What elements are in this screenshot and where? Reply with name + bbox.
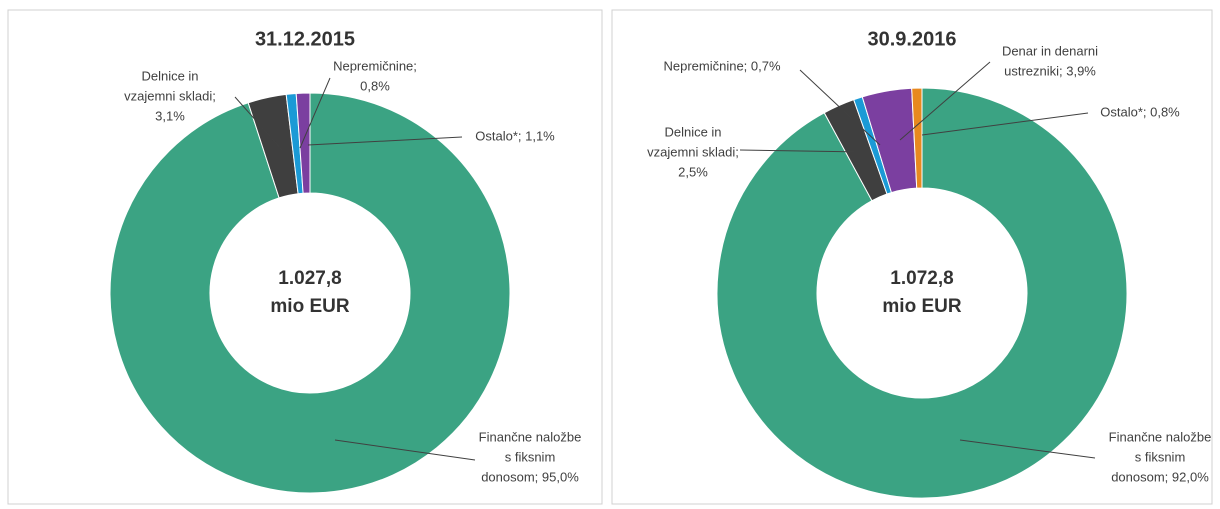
leader-line	[799, 69, 881, 146]
leader-line	[921, 112, 1089, 136]
leader-line	[234, 96, 283, 151]
leader-line	[299, 77, 331, 149]
data-label: Nepremičnine;	[333, 58, 417, 73]
donut-segment	[911, 87, 923, 189]
center-label: 1.072,8	[890, 268, 953, 289]
data-label: Ostalo*; 0,8%	[1100, 104, 1180, 119]
data-label: Finančne naložbe	[1109, 429, 1212, 444]
data-label: 2,5%	[678, 164, 708, 179]
panel	[7, 9, 603, 505]
leader-line	[307, 136, 463, 146]
data-label: Denar in denarni	[1002, 43, 1098, 58]
center-label: 1.027,8	[278, 268, 341, 289]
data-label: ustrezniki; 3,9%	[1004, 63, 1096, 78]
data-label: donosom; 95,0%	[481, 469, 579, 484]
data-label: Delnice in	[664, 124, 721, 139]
donut-segment	[295, 92, 311, 194]
data-label: vzajemni skladi;	[647, 144, 739, 159]
data-label: s fiksnim	[1135, 449, 1186, 464]
leader-line	[899, 61, 991, 141]
data-label: vzajemni skladi;	[124, 88, 216, 103]
center-label: mio EUR	[270, 296, 349, 317]
donut-segment	[716, 87, 1128, 499]
leader-line	[959, 439, 1096, 459]
data-label: Finančne naložbe	[479, 429, 582, 444]
data-label: 0,8%	[360, 78, 390, 93]
data-label: 3,1%	[155, 108, 185, 123]
data-label: Delnice in	[141, 68, 198, 83]
center-label: mio EUR	[882, 296, 961, 317]
data-label: donosom; 92,0%	[1111, 469, 1209, 484]
chart-title: 31.12.2015	[255, 28, 355, 50]
chart-title: 30.9.2016	[868, 28, 957, 50]
data-label: Ostalo*; 1,1%	[475, 128, 555, 143]
leader-line	[739, 149, 866, 153]
panel	[611, 9, 1213, 505]
data-label: Nepremičnine; 0,7%	[663, 58, 780, 73]
leader-line	[334, 439, 476, 461]
donut-segment	[109, 92, 511, 494]
data-label: s fiksnim	[505, 449, 556, 464]
